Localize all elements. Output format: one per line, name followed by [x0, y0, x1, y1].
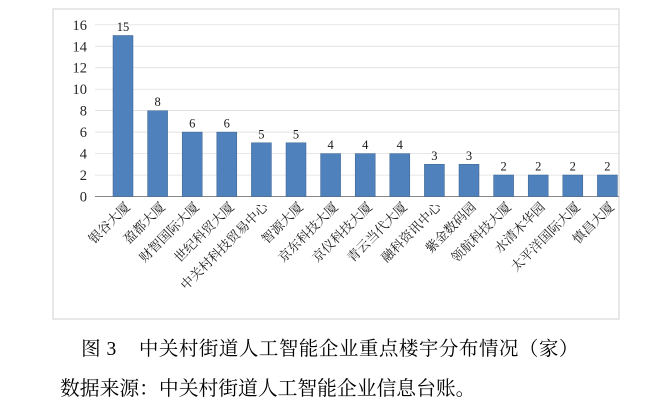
svg-text:15: 15 [117, 20, 130, 34]
svg-text:3: 3 [466, 149, 472, 163]
svg-text:8: 8 [154, 95, 160, 109]
svg-text:16: 16 [73, 18, 88, 34]
svg-text:10: 10 [73, 82, 88, 98]
svg-text:8: 8 [80, 104, 87, 120]
svg-text:4: 4 [80, 147, 88, 163]
svg-text:12: 12 [73, 61, 88, 77]
svg-text:4: 4 [362, 138, 369, 152]
svg-text:6: 6 [189, 117, 195, 131]
svg-text:4: 4 [397, 138, 404, 152]
svg-text:4: 4 [327, 138, 334, 152]
svg-text:5: 5 [293, 127, 299, 141]
svg-text:6: 6 [80, 125, 87, 141]
svg-text:0: 0 [80, 190, 87, 206]
svg-text:2: 2 [570, 160, 576, 174]
svg-text:2: 2 [604, 160, 610, 174]
svg-text:14: 14 [73, 39, 88, 55]
svg-text:5: 5 [258, 127, 264, 141]
svg-text:2: 2 [80, 168, 87, 184]
svg-text:3: 3 [431, 149, 437, 163]
svg-text:6: 6 [224, 117, 230, 131]
svg-text:2: 2 [535, 160, 541, 174]
svg-text:2: 2 [500, 160, 506, 174]
